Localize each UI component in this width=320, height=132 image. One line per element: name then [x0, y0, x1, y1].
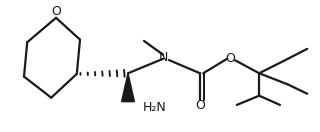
Text: O: O	[226, 52, 235, 65]
Text: N: N	[158, 51, 168, 64]
Text: O: O	[195, 100, 205, 112]
Text: H₂N: H₂N	[142, 101, 166, 114]
Text: O: O	[51, 5, 61, 18]
Polygon shape	[122, 73, 134, 102]
